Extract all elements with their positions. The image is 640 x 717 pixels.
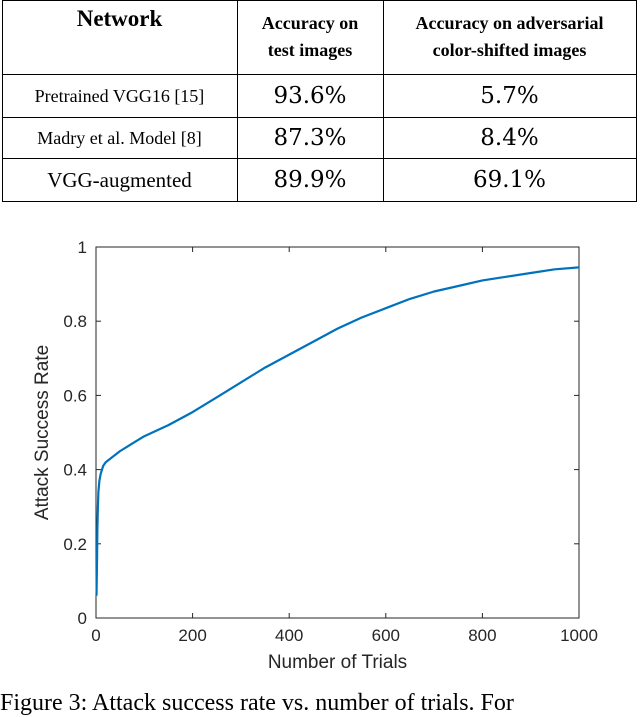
row-madry-test: 87.3% (273, 125, 347, 151)
results-table: Network Accuracy on test images Accuracy… (0, 0, 640, 202)
row-vgg-augmented-name: VGG-augmented (47, 167, 192, 192)
row-pretrained-vgg16-name: Pretrained VGG16 [15] (34, 85, 205, 106)
x-tick-label: 200 (178, 626, 206, 645)
row-pretrained-vgg16-test: 93.6% (273, 83, 347, 109)
table-rule-left (2, 0, 3, 202)
x-tick-label: 600 (372, 626, 400, 645)
figure-caption: Figure 3: Attack success rate vs. number… (0, 690, 514, 716)
header-adversarial-accuracy: Accuracy on adversarial color-shifted im… (383, 0, 636, 74)
header-test-accuracy: Accuracy on test images (237, 0, 383, 74)
plot-frame (95, 246, 580, 619)
header-network: Network (76, 6, 163, 31)
header-test-line2: test images (267, 40, 353, 60)
x-tick-label: 400 (275, 626, 303, 645)
table-rule-row1 (2, 117, 637, 118)
y-tick-label: 0 (78, 609, 87, 628)
table-rule-right (636, 0, 637, 202)
row-madry-adv: 8.4% (480, 125, 539, 151)
axis-tick-labels: 0 200 400 600 800 1000 0 0.2 0.4 0.6 0.8 1 (63, 238, 598, 645)
row-vgg-augmented-test: 89.9% (273, 167, 347, 193)
x-tick-label: 1000 (560, 626, 598, 645)
x-tick-label: 0 (91, 626, 100, 645)
table-rule-top (2, 0, 637, 1)
y-axis-label: Attack Success Rate (32, 345, 53, 520)
y-tick-label: 0.6 (63, 386, 87, 405)
header-adv-line1: Accuracy on adversarial (415, 13, 604, 33)
series-line-0 (95, 266, 580, 596)
table-rule-row2 (2, 158, 637, 159)
row-madry-name: Madry et al. Model [8] (37, 127, 202, 148)
axis-ticks (95, 246, 580, 619)
table-rule-bottom (2, 201, 637, 202)
table-rule-col1 (237, 0, 238, 202)
x-axis-label: Number of Trials (268, 652, 407, 673)
header-test-line1: Accuracy on (261, 13, 359, 33)
series-layer (95, 266, 580, 596)
header-adv-line2: color-shifted images (432, 40, 587, 60)
plot-box (95, 246, 580, 619)
attack-success-chart: 0 200 400 600 800 1000 0 0.2 0.4 0.6 0.8 1 Number o… (32, 238, 598, 673)
row-pretrained-vgg16-adv: 5.7% (480, 83, 539, 109)
y-tick-label: 0.8 (63, 312, 87, 331)
table-rule-col2 (383, 0, 384, 202)
row-vgg-augmented-adv: 69.1% (472, 167, 547, 193)
y-tick-label: 0.4 (63, 461, 87, 480)
y-tick-label: 0.2 (63, 535, 87, 554)
table-rule-header (2, 74, 637, 75)
y-tick-label: 1 (78, 238, 87, 257)
x-tick-label: 800 (468, 626, 496, 645)
